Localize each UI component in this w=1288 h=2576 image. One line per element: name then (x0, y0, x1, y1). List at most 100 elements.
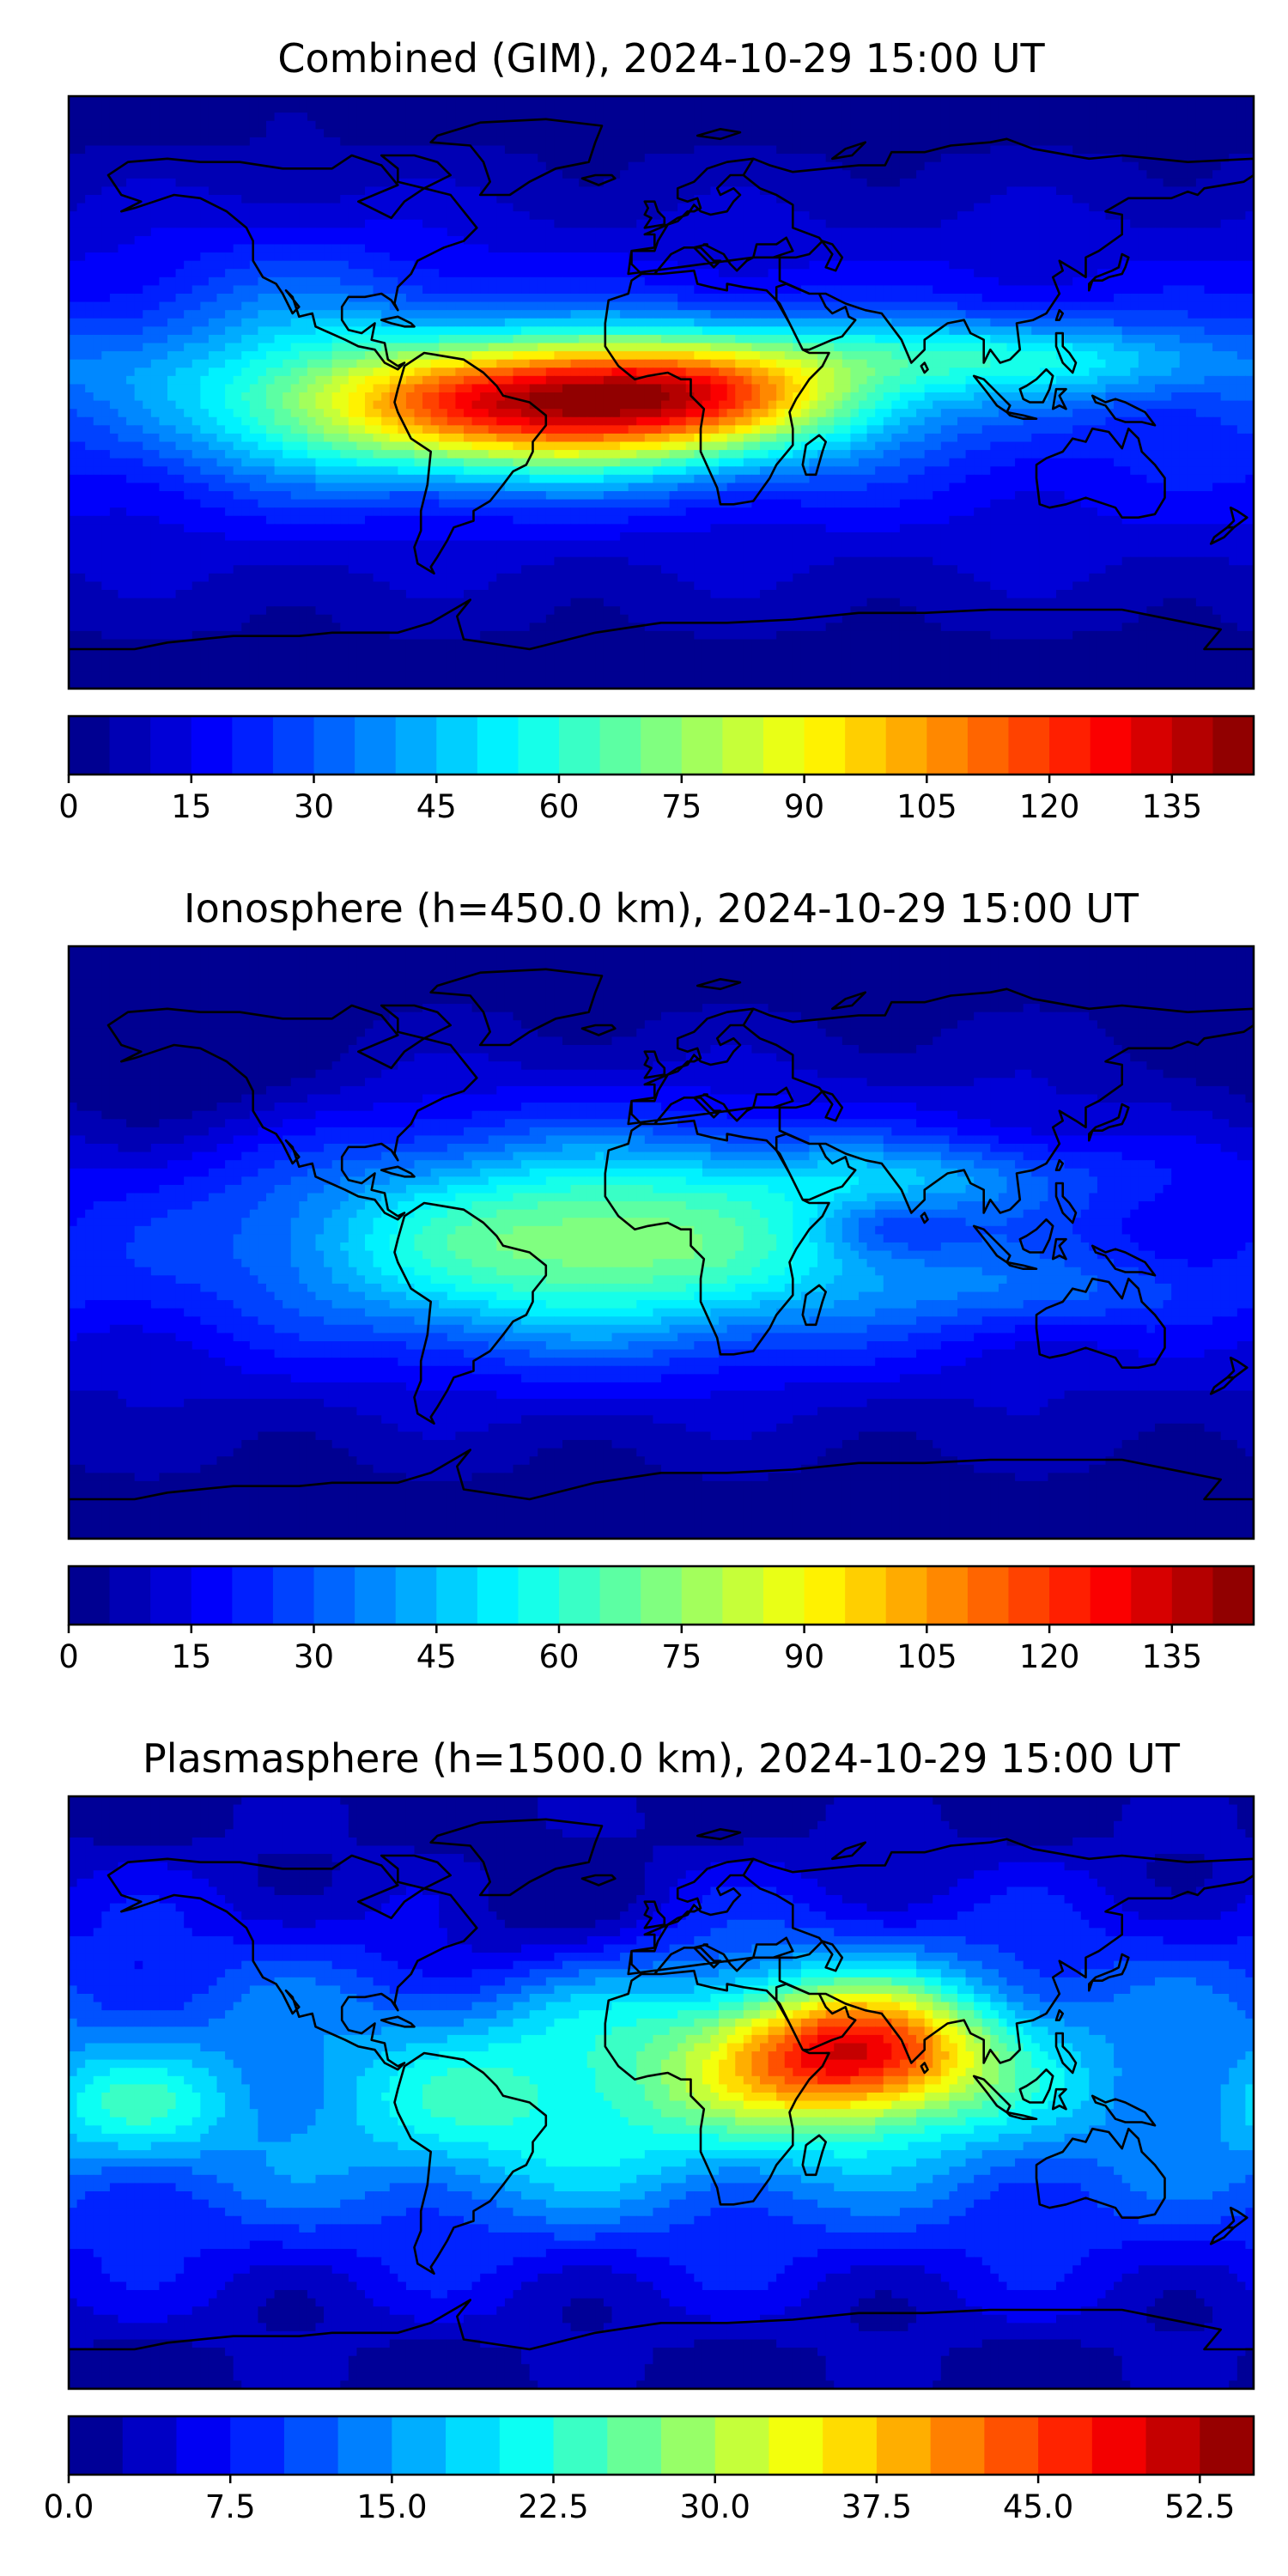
heat-cell (834, 301, 843, 311)
heat-cell (381, 294, 391, 303)
heat-cell (283, 326, 292, 336)
heat-cell (365, 310, 374, 319)
heat-cell (751, 195, 761, 204)
heat-cell (299, 120, 308, 130)
heat-cell (93, 195, 102, 204)
heat-cell (981, 235, 991, 246)
heat-cell (1089, 228, 1098, 237)
heat-cell (998, 145, 1008, 155)
heat-cell (538, 219, 547, 228)
heat-cell (710, 112, 720, 122)
heat-cell (1006, 343, 1016, 352)
heat-cell (875, 310, 884, 319)
heat-cell (93, 154, 102, 163)
heat-cell (85, 375, 94, 386)
heat-cell (940, 96, 951, 106)
heat-cell (644, 359, 654, 368)
heat-cell (258, 211, 267, 221)
heat-cell (859, 334, 868, 344)
heat-cell (480, 219, 489, 228)
heat-cell (504, 310, 514, 319)
heat-cell (908, 235, 917, 246)
heat-cell (685, 96, 695, 106)
heat-cell (208, 334, 218, 344)
heat-cell (225, 285, 234, 295)
heat-cell (1023, 195, 1032, 204)
heat-cell (208, 318, 218, 327)
heat-cell (1245, 211, 1254, 221)
heat-cell (167, 285, 177, 295)
heat-cell (726, 104, 736, 113)
heat-cell (538, 252, 547, 262)
heat-cell (998, 294, 1008, 303)
heat-cell (760, 161, 769, 171)
heat-cell (595, 301, 605, 311)
heat-cell (447, 145, 457, 155)
heat-cell (1064, 276, 1073, 287)
heat-cell (175, 178, 185, 188)
heat-cell (653, 228, 662, 237)
heat-cell (825, 294, 835, 303)
heat-cell (405, 334, 416, 344)
heat-cell (1072, 244, 1082, 253)
heat-cell (784, 129, 793, 138)
heat-cell (290, 310, 300, 319)
heat-cell (883, 301, 892, 311)
heat-cell (488, 368, 497, 377)
heat-cell (554, 203, 563, 212)
heat-cell (1072, 285, 1082, 295)
heat-cell (150, 154, 161, 163)
heat-cell (603, 96, 613, 106)
heat-cell (513, 137, 522, 147)
heat-cell (776, 178, 786, 188)
heat-cell (1155, 334, 1164, 344)
heat-cell (726, 294, 736, 303)
heat-cell (726, 269, 736, 278)
heat-cell (1080, 359, 1090, 368)
heat-cell (653, 129, 662, 138)
heat-cell (274, 211, 283, 221)
heat-cell (1121, 318, 1131, 327)
heat-cell (233, 359, 242, 368)
heat-cell (1048, 96, 1057, 106)
heat-cell (933, 203, 942, 212)
heat-cell (340, 368, 349, 377)
heat-cell (1089, 334, 1098, 344)
heat-cell (554, 235, 563, 246)
heat-cell (1229, 129, 1238, 138)
heat-cell (1195, 276, 1206, 287)
heat-cell (331, 269, 341, 278)
heat-cell (570, 104, 580, 113)
heat-cell (990, 154, 999, 163)
heat-cell (957, 260, 967, 270)
heat-cell (570, 219, 580, 228)
heat-cell (225, 269, 234, 278)
heat-cell (908, 186, 917, 196)
heat-cell (274, 186, 283, 196)
heat-cell (916, 161, 926, 171)
heat-cell (504, 375, 514, 386)
heat-cell (1039, 104, 1049, 113)
heat-cell (661, 137, 671, 147)
heat-cell (891, 203, 901, 212)
heat-cell (875, 104, 884, 113)
heat-cell (480, 137, 489, 147)
heat-cell (1179, 170, 1188, 179)
heat-cell (554, 310, 563, 319)
heat-cell (143, 186, 152, 196)
heat-cell (1245, 161, 1254, 171)
heat-cell (529, 375, 538, 386)
heat-cell (208, 186, 218, 196)
heat-cell (1072, 326, 1082, 336)
heat-cell (841, 96, 852, 106)
heat-cell (644, 260, 654, 270)
heat-cell (1105, 137, 1115, 147)
heat-cell (324, 276, 333, 287)
heat-cell (283, 96, 292, 106)
heat-cell (488, 186, 497, 196)
heat-cell (356, 326, 366, 336)
heat-cell (859, 154, 868, 163)
heat-cell (521, 343, 531, 352)
heat-cell (834, 359, 843, 368)
heat-cell (504, 219, 514, 228)
